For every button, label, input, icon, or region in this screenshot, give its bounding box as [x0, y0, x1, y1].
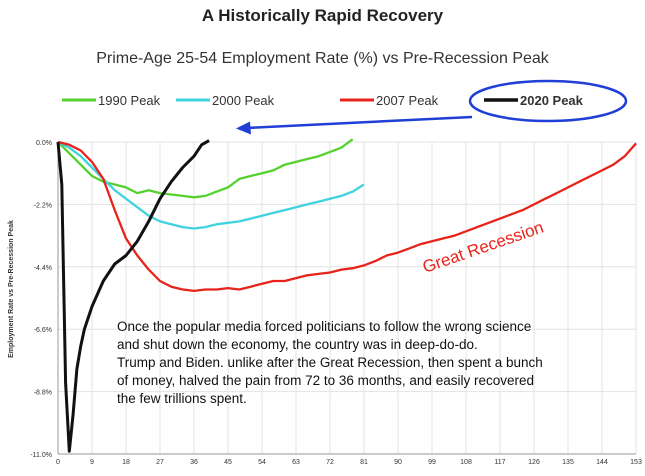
x-tick-label: 117 — [494, 459, 505, 466]
y-axis-label: Employment Rate vs Pre-Recession Peak — [8, 220, 15, 358]
series-line-2007-peak — [57, 140, 637, 293]
x-tick-label: 54 — [258, 459, 266, 466]
legend-highlight-oval — [468, 79, 628, 123]
y-tick-label: 0.0% — [36, 140, 52, 147]
y-tick-label: -6.6% — [34, 327, 52, 334]
annotation-line-2: and shut down the economy, the country w… — [117, 337, 478, 352]
series-line-2020-peak — [56, 139, 210, 453]
y-tick-label: -8.8% — [34, 390, 52, 397]
axes: 0 9 18 27 36 45 54 63 72 81 90 99 108 117 126 135 144 153… — [30, 140, 642, 466]
x-tick-label: 36 — [190, 459, 198, 466]
series-line-2000-peak — [57, 140, 365, 230]
annotation-line-3: Trump and Biden. unlike after the Great … — [117, 355, 543, 370]
x-tick-label: 153 — [630, 459, 642, 466]
x-tick-label: 9 — [90, 459, 94, 466]
x-tick-label: 0 — [56, 459, 60, 466]
x-tick-label: 81 — [360, 459, 368, 466]
x-tick-label: 135 — [562, 459, 574, 466]
x-tick-label: 27 — [156, 459, 164, 466]
series-line-1990-peak — [57, 138, 354, 199]
x-tick-label: 108 — [460, 459, 472, 466]
chart-title: A Historically Rapid Recovery — [201, 6, 444, 25]
y-tick-label: -4.4% — [34, 265, 52, 272]
x-tick-label: 90 — [394, 459, 402, 466]
legend-label-2020: 2020 Peak — [520, 93, 584, 108]
chart-subtitle: Prime-Age 25-54 Employment Rate (%) vs P… — [96, 50, 549, 67]
highlight-arrow — [236, 115, 473, 135]
annotation-line-4: of money, halved the pain from 72 to 36 … — [117, 373, 534, 388]
annotation-line-1: Once the popular media forced politician… — [117, 319, 532, 334]
great-recession-label: Great Recession — [420, 218, 546, 277]
annotation-text: Once the popular media forced politician… — [117, 318, 577, 408]
x-tick-label: 126 — [528, 459, 540, 466]
y-tick-label: -2.2% — [34, 202, 52, 209]
legend: 1990 Peak 2000 Peak 2007 Peak 2020 Peak — [62, 79, 628, 123]
x-tick-label: 45 — [224, 459, 232, 466]
y-tick-label: -11.0% — [30, 452, 52, 459]
annotation-line-5: the few trillions spent. — [117, 391, 247, 406]
x-tick-label: 72 — [326, 459, 334, 466]
x-tick-label: 144 — [596, 459, 608, 466]
x-tick-label: 99 — [428, 459, 436, 466]
x-tick-label: 63 — [292, 459, 300, 466]
series-group — [56, 138, 637, 453]
legend-label-2007: 2007 Peak — [376, 93, 439, 108]
legend-label-1990: 1990 Peak — [98, 93, 161, 108]
x-tick-label: 18 — [122, 459, 130, 466]
legend-label-2000: 2000 Peak — [212, 93, 275, 108]
